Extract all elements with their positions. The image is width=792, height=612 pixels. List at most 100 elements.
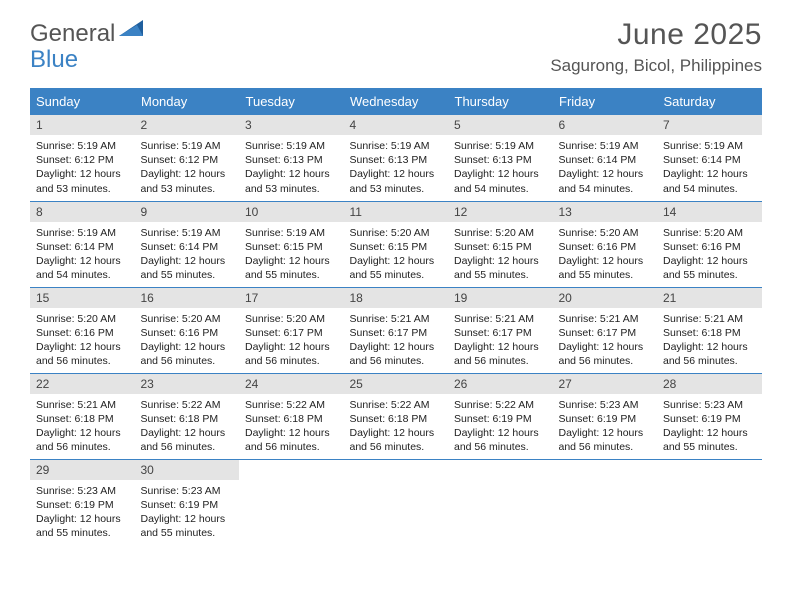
day-number: 3 (239, 115, 344, 135)
day-details: Sunrise: 5:22 AMSunset: 6:18 PMDaylight:… (344, 394, 449, 459)
calendar-cell: 18Sunrise: 5:21 AMSunset: 6:17 PMDayligh… (344, 287, 449, 373)
day-details: Sunrise: 5:21 AMSunset: 6:18 PMDaylight:… (657, 308, 762, 373)
day-details: Sunrise: 5:22 AMSunset: 6:18 PMDaylight:… (239, 394, 344, 459)
day-number: 18 (344, 288, 449, 308)
calendar-cell-empty (657, 459, 762, 545)
weekday-header: Friday (553, 88, 658, 115)
day-number: 14 (657, 202, 762, 222)
day-number: 12 (448, 202, 553, 222)
day-details: Sunrise: 5:20 AMSunset: 6:17 PMDaylight:… (239, 308, 344, 373)
day-details: Sunrise: 5:21 AMSunset: 6:17 PMDaylight:… (553, 308, 658, 373)
calendar-row: 15Sunrise: 5:20 AMSunset: 6:16 PMDayligh… (30, 287, 762, 373)
calendar-cell: 6Sunrise: 5:19 AMSunset: 6:14 PMDaylight… (553, 115, 658, 201)
day-details: Sunrise: 5:20 AMSunset: 6:15 PMDaylight:… (448, 222, 553, 287)
day-details: Sunrise: 5:23 AMSunset: 6:19 PMDaylight:… (657, 394, 762, 459)
weekday-header: Tuesday (239, 88, 344, 115)
day-number: 7 (657, 115, 762, 135)
day-number: 21 (657, 288, 762, 308)
day-details: Sunrise: 5:21 AMSunset: 6:17 PMDaylight:… (344, 308, 449, 373)
calendar-row: 1Sunrise: 5:19 AMSunset: 6:12 PMDaylight… (30, 115, 762, 201)
calendar-cell: 16Sunrise: 5:20 AMSunset: 6:16 PMDayligh… (135, 287, 240, 373)
day-details: Sunrise: 5:19 AMSunset: 6:13 PMDaylight:… (344, 135, 449, 200)
calendar-cell: 28Sunrise: 5:23 AMSunset: 6:19 PMDayligh… (657, 373, 762, 459)
location: Sagurong, Bicol, Philippines (550, 56, 762, 76)
calendar-cell: 24Sunrise: 5:22 AMSunset: 6:18 PMDayligh… (239, 373, 344, 459)
day-details: Sunrise: 5:20 AMSunset: 6:16 PMDaylight:… (553, 222, 658, 287)
logo-text-general: General (30, 20, 115, 48)
day-number: 20 (553, 288, 658, 308)
calendar-cell: 17Sunrise: 5:20 AMSunset: 6:17 PMDayligh… (239, 287, 344, 373)
calendar-cell: 23Sunrise: 5:22 AMSunset: 6:18 PMDayligh… (135, 373, 240, 459)
day-details: Sunrise: 5:19 AMSunset: 6:14 PMDaylight:… (30, 222, 135, 287)
title-block: June 2025 Sagurong, Bicol, Philippines (550, 18, 762, 76)
calendar-cell: 8Sunrise: 5:19 AMSunset: 6:14 PMDaylight… (30, 201, 135, 287)
day-number: 15 (30, 288, 135, 308)
day-number: 10 (239, 202, 344, 222)
day-details: Sunrise: 5:19 AMSunset: 6:13 PMDaylight:… (239, 135, 344, 200)
day-number: 13 (553, 202, 658, 222)
calendar-cell: 1Sunrise: 5:19 AMSunset: 6:12 PMDaylight… (30, 115, 135, 201)
day-number: 25 (344, 374, 449, 394)
day-details: Sunrise: 5:22 AMSunset: 6:19 PMDaylight:… (448, 394, 553, 459)
day-number: 5 (448, 115, 553, 135)
calendar-cell: 14Sunrise: 5:20 AMSunset: 6:16 PMDayligh… (657, 201, 762, 287)
logo-text-blue: Blue (30, 46, 78, 74)
calendar-cell: 22Sunrise: 5:21 AMSunset: 6:18 PMDayligh… (30, 373, 135, 459)
day-details: Sunrise: 5:20 AMSunset: 6:16 PMDaylight:… (657, 222, 762, 287)
day-number: 1 (30, 115, 135, 135)
calendar-cell-empty (239, 459, 344, 545)
day-details: Sunrise: 5:19 AMSunset: 6:14 PMDaylight:… (553, 135, 658, 200)
day-number: 8 (30, 202, 135, 222)
calendar-cell: 27Sunrise: 5:23 AMSunset: 6:19 PMDayligh… (553, 373, 658, 459)
calendar-cell: 10Sunrise: 5:19 AMSunset: 6:15 PMDayligh… (239, 201, 344, 287)
day-number: 17 (239, 288, 344, 308)
day-details: Sunrise: 5:20 AMSunset: 6:16 PMDaylight:… (135, 308, 240, 373)
calendar-cell: 5Sunrise: 5:19 AMSunset: 6:13 PMDaylight… (448, 115, 553, 201)
calendar-cell: 20Sunrise: 5:21 AMSunset: 6:17 PMDayligh… (553, 287, 658, 373)
calendar-cell-empty (344, 459, 449, 545)
day-number: 26 (448, 374, 553, 394)
day-number: 19 (448, 288, 553, 308)
header: General Blue June 2025 Sagurong, Bicol, … (0, 0, 792, 88)
day-number: 27 (553, 374, 658, 394)
calendar-cell: 4Sunrise: 5:19 AMSunset: 6:13 PMDaylight… (344, 115, 449, 201)
day-number: 16 (135, 288, 240, 308)
day-details: Sunrise: 5:20 AMSunset: 6:15 PMDaylight:… (344, 222, 449, 287)
day-details: Sunrise: 5:22 AMSunset: 6:18 PMDaylight:… (135, 394, 240, 459)
weekday-header: Saturday (657, 88, 762, 115)
day-number: 11 (344, 202, 449, 222)
day-details: Sunrise: 5:19 AMSunset: 6:14 PMDaylight:… (657, 135, 762, 200)
calendar-cell: 19Sunrise: 5:21 AMSunset: 6:17 PMDayligh… (448, 287, 553, 373)
calendar-row: 29Sunrise: 5:23 AMSunset: 6:19 PMDayligh… (30, 459, 762, 545)
calendar-cell: 21Sunrise: 5:21 AMSunset: 6:18 PMDayligh… (657, 287, 762, 373)
weekday-header: Thursday (448, 88, 553, 115)
day-details: Sunrise: 5:19 AMSunset: 6:15 PMDaylight:… (239, 222, 344, 287)
day-details: Sunrise: 5:23 AMSunset: 6:19 PMDaylight:… (30, 480, 135, 545)
day-number: 22 (30, 374, 135, 394)
calendar-cell: 29Sunrise: 5:23 AMSunset: 6:19 PMDayligh… (30, 459, 135, 545)
day-details: Sunrise: 5:19 AMSunset: 6:12 PMDaylight:… (30, 135, 135, 200)
calendar-table: Sunday Monday Tuesday Wednesday Thursday… (30, 88, 762, 545)
day-details: Sunrise: 5:20 AMSunset: 6:16 PMDaylight:… (30, 308, 135, 373)
calendar-cell-empty (553, 459, 658, 545)
day-details: Sunrise: 5:21 AMSunset: 6:18 PMDaylight:… (30, 394, 135, 459)
day-number: 24 (239, 374, 344, 394)
calendar-cell: 2Sunrise: 5:19 AMSunset: 6:12 PMDaylight… (135, 115, 240, 201)
weekday-header: Sunday (30, 88, 135, 115)
weekday-header-row: Sunday Monday Tuesday Wednesday Thursday… (30, 88, 762, 115)
calendar-row: 22Sunrise: 5:21 AMSunset: 6:18 PMDayligh… (30, 373, 762, 459)
calendar-cell: 26Sunrise: 5:22 AMSunset: 6:19 PMDayligh… (448, 373, 553, 459)
day-number: 2 (135, 115, 240, 135)
day-number: 30 (135, 460, 240, 480)
day-details: Sunrise: 5:19 AMSunset: 6:12 PMDaylight:… (135, 135, 240, 200)
calendar-cell: 30Sunrise: 5:23 AMSunset: 6:19 PMDayligh… (135, 459, 240, 545)
weekday-header: Monday (135, 88, 240, 115)
month-title: June 2025 (550, 18, 762, 52)
day-details: Sunrise: 5:21 AMSunset: 6:17 PMDaylight:… (448, 308, 553, 373)
logo-triangle-icon (119, 17, 145, 45)
logo: General Blue (30, 20, 145, 48)
day-details: Sunrise: 5:23 AMSunset: 6:19 PMDaylight:… (553, 394, 658, 459)
day-number: 28 (657, 374, 762, 394)
calendar-row: 8Sunrise: 5:19 AMSunset: 6:14 PMDaylight… (30, 201, 762, 287)
calendar-cell: 15Sunrise: 5:20 AMSunset: 6:16 PMDayligh… (30, 287, 135, 373)
